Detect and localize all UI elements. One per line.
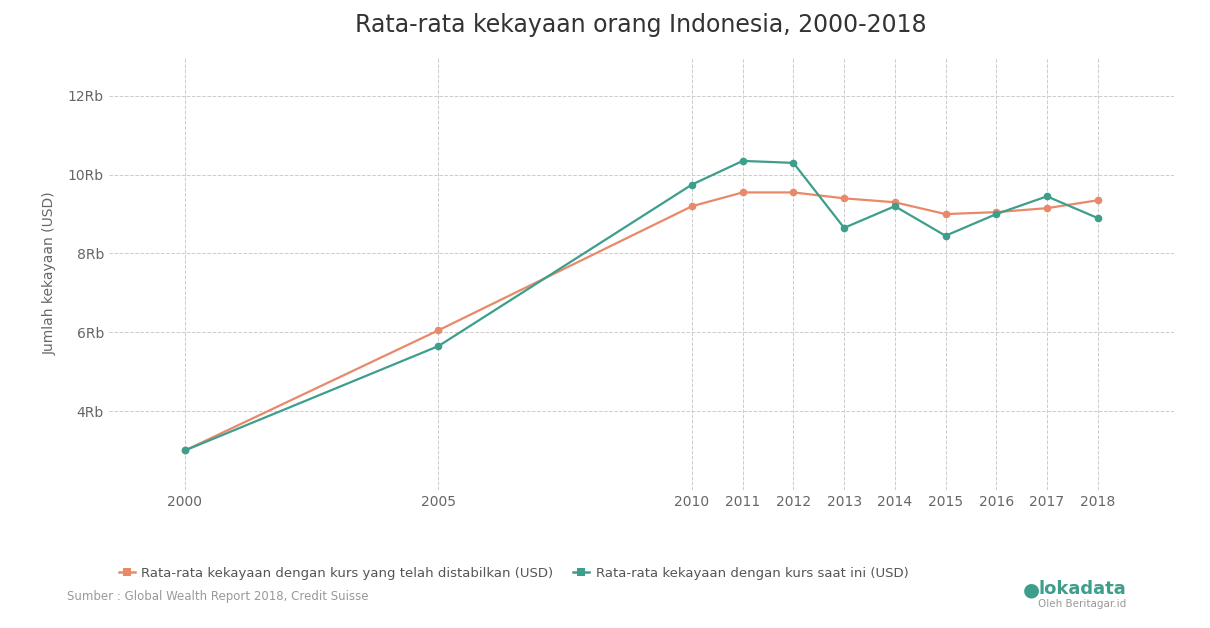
Rata-rata kekayaan dengan kurs saat ini (USD) xyxy=(786,159,801,166)
Rata-rata kekayaan dengan kurs yang telah distabilkan (USD) xyxy=(736,188,750,196)
Rata-rata kekayaan dengan kurs yang telah distabilkan (USD) xyxy=(1039,205,1054,212)
Rata-rata kekayaan dengan kurs saat ini (USD) xyxy=(1039,193,1054,200)
Rata-rata kekayaan dengan kurs saat ini (USD) xyxy=(989,210,1003,218)
Rata-rata kekayaan dengan kurs saat ini (USD) xyxy=(685,181,699,188)
Legend: Rata-rata kekayaan dengan kurs yang telah distabilkan (USD), Rata-rata kekayaan : Rata-rata kekayaan dengan kurs yang tela… xyxy=(114,561,914,585)
Rata-rata kekayaan dengan kurs yang telah distabilkan (USD) xyxy=(989,208,1003,216)
Line: Rata-rata kekayaan dengan kurs saat ini (USD): Rata-rata kekayaan dengan kurs saat ini … xyxy=(182,158,1101,453)
Rata-rata kekayaan dengan kurs saat ini (USD) xyxy=(1090,214,1105,222)
Rata-rata kekayaan dengan kurs saat ini (USD) xyxy=(938,232,952,239)
Text: Oleh Beritagar.id: Oleh Beritagar.id xyxy=(1038,599,1127,609)
Rata-rata kekayaan dengan kurs yang telah distabilkan (USD) xyxy=(786,188,801,196)
Rata-rata kekayaan dengan kurs yang telah distabilkan (USD) xyxy=(938,210,952,218)
Rata-rata kekayaan dengan kurs saat ini (USD) xyxy=(431,342,445,350)
Rata-rata kekayaan dengan kurs saat ini (USD) xyxy=(888,202,903,210)
Line: Rata-rata kekayaan dengan kurs yang telah distabilkan (USD): Rata-rata kekayaan dengan kurs yang tela… xyxy=(182,189,1101,453)
Rata-rata kekayaan dengan kurs yang telah distabilkan (USD) xyxy=(178,447,192,454)
Rata-rata kekayaan dengan kurs yang telah distabilkan (USD) xyxy=(888,198,903,206)
Text: Sumber : Global Wealth Report 2018, Credit Suisse: Sumber : Global Wealth Report 2018, Cred… xyxy=(67,590,368,603)
Rata-rata kekayaan dengan kurs yang telah distabilkan (USD) xyxy=(1090,197,1105,204)
Text: ●: ● xyxy=(1022,581,1039,600)
Rata-rata kekayaan dengan kurs yang telah distabilkan (USD) xyxy=(837,195,852,202)
Text: lokadata: lokadata xyxy=(1038,580,1127,598)
Title: Rata-rata kekayaan orang Indonesia, 2000-2018: Rata-rata kekayaan orang Indonesia, 2000… xyxy=(356,13,927,36)
Rata-rata kekayaan dengan kurs yang telah distabilkan (USD) xyxy=(685,202,699,210)
Rata-rata kekayaan dengan kurs saat ini (USD) xyxy=(837,224,852,232)
Rata-rata kekayaan dengan kurs yang telah distabilkan (USD) xyxy=(431,327,445,334)
Y-axis label: Jumlah kekayaan (USD): Jumlah kekayaan (USD) xyxy=(42,192,57,355)
Rata-rata kekayaan dengan kurs saat ini (USD) xyxy=(736,157,750,165)
Rata-rata kekayaan dengan kurs saat ini (USD) xyxy=(178,447,192,454)
